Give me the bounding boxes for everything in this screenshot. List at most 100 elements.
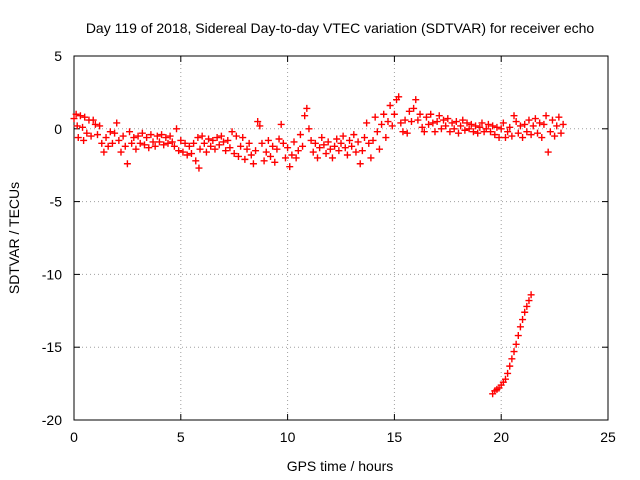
data-point <box>153 132 161 140</box>
data-point <box>119 132 127 140</box>
data-points <box>70 93 567 398</box>
data-point <box>177 136 185 144</box>
data-point <box>412 96 420 104</box>
data-point <box>403 129 411 137</box>
data-point <box>542 112 550 120</box>
data-point <box>482 125 490 133</box>
data-point <box>350 131 358 139</box>
data-point <box>504 369 512 377</box>
data-point <box>151 142 159 150</box>
data-point <box>407 118 415 126</box>
data-point <box>536 119 544 127</box>
data-point <box>245 139 253 147</box>
data-point <box>256 122 264 130</box>
y-tick-label: -20 <box>42 412 62 428</box>
data-point <box>136 139 144 147</box>
data-point <box>70 115 78 123</box>
data-point <box>446 128 454 136</box>
data-point <box>463 119 471 127</box>
data-point <box>173 125 181 133</box>
data-point <box>484 120 492 128</box>
data-point <box>538 134 546 142</box>
data-point <box>341 144 349 152</box>
data-point <box>523 302 531 310</box>
data-point <box>183 151 191 159</box>
data-point <box>476 123 484 131</box>
data-point <box>252 147 260 155</box>
data-point <box>499 119 507 127</box>
data-point <box>546 128 554 136</box>
data-point <box>164 139 172 147</box>
data-point <box>469 128 477 136</box>
data-point <box>296 131 304 139</box>
data-point <box>286 163 294 171</box>
data-point <box>557 129 565 137</box>
data-point <box>205 135 213 143</box>
data-point <box>454 129 462 137</box>
data-point <box>531 115 539 123</box>
data-point <box>200 139 208 147</box>
data-point <box>352 148 360 156</box>
data-point <box>89 116 97 124</box>
data-point <box>262 148 270 156</box>
data-point <box>472 122 480 130</box>
data-point <box>457 122 465 130</box>
grid-lines <box>74 56 608 420</box>
plot-frame <box>73 55 609 421</box>
data-point <box>222 147 230 155</box>
data-point <box>343 151 351 159</box>
data-point <box>83 129 91 137</box>
data-point <box>501 134 509 142</box>
data-point <box>247 151 255 159</box>
data-point <box>527 291 535 299</box>
data-point <box>551 132 559 140</box>
x-tick-label: 5 <box>177 429 185 445</box>
data-point <box>333 135 341 143</box>
data-point <box>243 145 251 153</box>
data-point <box>226 144 234 152</box>
data-point <box>79 123 87 131</box>
data-point <box>179 148 187 156</box>
data-point <box>96 122 104 130</box>
data-point <box>168 138 176 146</box>
data-point <box>126 128 134 136</box>
data-point <box>271 158 279 166</box>
x-tick-label: 25 <box>600 429 616 445</box>
data-point <box>324 138 332 146</box>
data-point <box>273 145 281 153</box>
data-point <box>303 104 311 112</box>
data-point <box>194 134 202 142</box>
data-point <box>448 119 456 127</box>
data-point <box>416 110 424 118</box>
data-point <box>73 122 81 130</box>
data-point <box>275 135 283 143</box>
data-point <box>249 160 257 168</box>
data-point <box>264 136 272 144</box>
data-point <box>512 340 520 348</box>
data-point <box>209 136 217 144</box>
data-point <box>534 129 542 137</box>
data-point <box>322 150 330 158</box>
data-point <box>284 144 292 152</box>
data-point <box>384 118 392 126</box>
data-point <box>230 150 238 158</box>
data-point <box>337 139 345 147</box>
data-point <box>305 125 313 133</box>
data-point <box>132 145 140 153</box>
data-point <box>228 128 236 136</box>
data-point <box>320 141 328 149</box>
data-point <box>207 142 215 150</box>
y-tick-label: -15 <box>42 339 62 355</box>
data-point <box>363 119 371 127</box>
y-tick-label: -5 <box>50 194 63 210</box>
data-point <box>309 148 317 156</box>
data-point <box>369 136 377 144</box>
data-point <box>358 147 366 155</box>
data-point <box>72 110 80 118</box>
data-point <box>292 154 300 162</box>
data-point <box>493 123 501 131</box>
data-point <box>427 110 435 118</box>
data-point <box>138 129 146 137</box>
data-point <box>281 154 289 162</box>
